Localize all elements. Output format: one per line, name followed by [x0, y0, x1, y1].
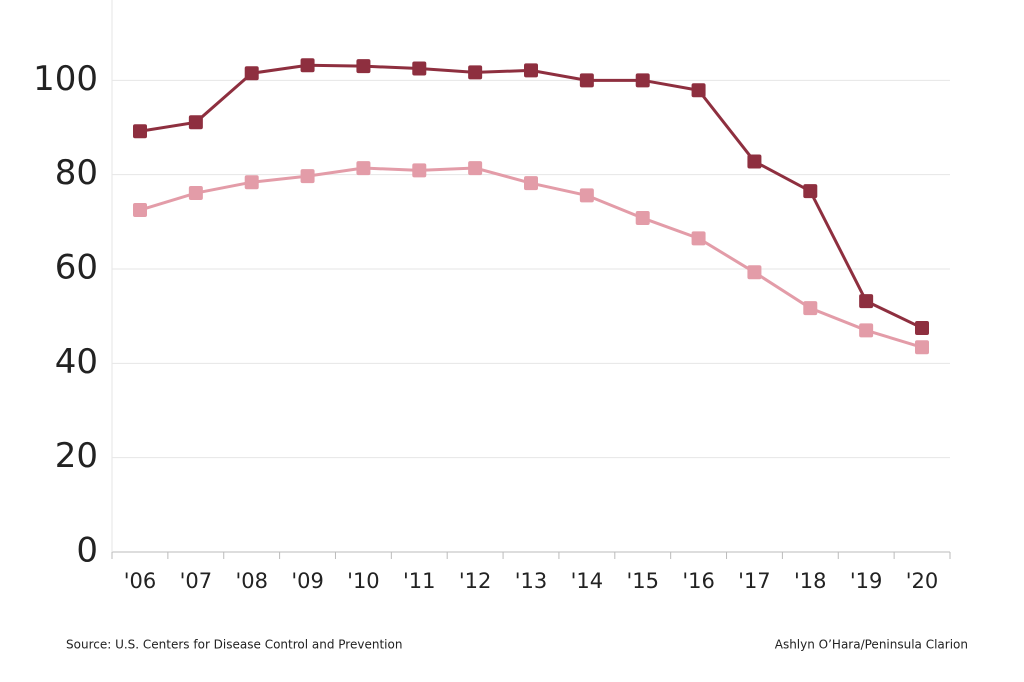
x-tick-label: '18: [794, 569, 827, 593]
point-marker: [915, 320, 929, 335]
x-tick-label: '13: [515, 569, 548, 593]
point-marker: [635, 73, 650, 88]
x-tick-label: '08: [235, 569, 268, 593]
x-tick-label: '15: [626, 569, 659, 593]
point-marker: [133, 124, 147, 139]
x-tick-label: '11: [403, 569, 436, 593]
point-marker: [356, 59, 371, 74]
x-tick-label: '06: [124, 569, 157, 593]
point-marker: [691, 83, 706, 98]
y-tick-label: 120: [33, 0, 98, 5]
point-marker: [468, 161, 483, 176]
y-tick-label: 40: [55, 342, 98, 382]
point-marker: [300, 58, 315, 73]
point-marker: [524, 63, 538, 78]
point-marker: [300, 169, 315, 184]
x-tick-label: '12: [459, 569, 492, 593]
source-note: Source: U.S. Centers for Disease Control…: [66, 638, 402, 652]
credit: Ashlyn O’Hara/Peninsula Clarion: [775, 638, 968, 652]
point-marker: [244, 175, 259, 190]
y-tick-label: 20: [55, 436, 98, 476]
point-marker: [691, 231, 706, 246]
x-tick-label: '10: [347, 569, 380, 593]
point-marker: [803, 184, 818, 199]
x-tick-label: '14: [571, 569, 604, 593]
point-marker: [579, 73, 594, 88]
point-marker: [747, 265, 762, 280]
point-marker: [188, 186, 203, 201]
point-marker: [412, 163, 427, 178]
point-marker: [635, 211, 650, 226]
point-marker: [579, 188, 594, 203]
point-marker: [859, 323, 874, 338]
point-marker: [859, 294, 874, 309]
x-tick-label: '20: [906, 569, 939, 593]
point-marker: [468, 65, 483, 80]
y-tick-label: 100: [33, 59, 98, 99]
point-marker: [412, 61, 427, 76]
x-tick-label: '16: [682, 569, 715, 593]
point-marker: [133, 203, 147, 218]
point-marker: [747, 154, 762, 169]
x-tick-label: '19: [850, 569, 883, 593]
point-marker: [356, 161, 371, 176]
point-marker: [244, 66, 259, 81]
y-tick-label: 60: [55, 248, 98, 288]
y-tick-label: 0: [76, 531, 98, 571]
point-marker: [915, 340, 929, 355]
x-tick-label: '09: [291, 569, 324, 593]
point-marker: [188, 115, 203, 130]
point-marker: [524, 176, 538, 191]
y-tick-label: 80: [55, 153, 98, 193]
x-tick-label: '07: [180, 569, 213, 593]
point-marker: [803, 301, 818, 316]
x-tick-label: '17: [738, 569, 771, 593]
